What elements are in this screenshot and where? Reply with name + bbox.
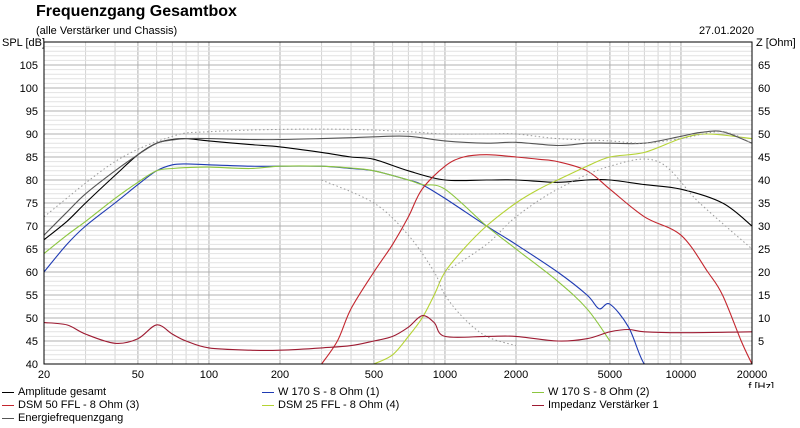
dotted-guide-2 — [321, 179, 517, 347]
y-right-tick-label: 45 — [758, 152, 770, 164]
legend-item-7: Energiefrequenzgang — [2, 412, 123, 425]
dotted-guides — [44, 128, 752, 347]
x-tick-label: 5000 — [598, 369, 622, 381]
legend-item-3: W 170 S - 8 Ohm (2) — [532, 386, 649, 399]
y-left-axis-label: SPL [dB] — [2, 37, 45, 49]
y-right-tick-label: 15 — [758, 290, 770, 302]
legend-label: W 170 S - 8 Ohm (2) — [548, 386, 650, 398]
y-left-tick-label: 70 — [26, 221, 38, 233]
y-right-tick-label: 50 — [758, 129, 770, 141]
y-left-tick-label: 60 — [26, 267, 38, 279]
legend-swatch — [2, 391, 14, 393]
x-tick-label: 500 — [365, 369, 383, 381]
y-left-tick-label: 65 — [26, 244, 38, 256]
legend-label: Amplitude gesamt — [18, 386, 107, 398]
axis-ticks: 40 45 50 55 60 65 70 75 80 85 90 95 100 105 5 10 15 20 25 3… — [2, 37, 796, 388]
legend-label: DSM 50 FFL - 8 Ohm (3) — [18, 399, 140, 411]
series-line-7 — [44, 130, 752, 236]
legend-swatch — [262, 391, 274, 393]
x-tick-label: 100 — [200, 369, 218, 381]
x-tick-label: 1000 — [433, 369, 457, 381]
y-left-tick-label: 50 — [26, 313, 38, 325]
y-right-tick-label: 35 — [758, 198, 770, 210]
legend-item-6: Impedanz Verstärker 1 — [532, 399, 659, 412]
legend-label: Impedanz Verstärker 1 — [548, 399, 659, 411]
legend-swatch — [262, 404, 274, 406]
legend-swatch — [532, 404, 544, 406]
dotted-guide-3 — [444, 158, 752, 273]
y-right-tick-label: 25 — [758, 244, 770, 256]
y-left-tick-label: 55 — [26, 290, 38, 302]
x-tick-label: 2000 — [504, 369, 528, 381]
legend-label: Energiefrequenzgang — [18, 412, 124, 424]
y-left-tick-label: 85 — [26, 152, 38, 164]
x-tick-label: 20000 — [737, 369, 768, 381]
y-right-tick-label: 65 — [758, 60, 770, 72]
dotted-guide-1 — [44, 128, 752, 218]
plot-frame — [43, 41, 753, 365]
chart-grid — [43, 41, 753, 365]
y-left-tick-label: 80 — [26, 175, 38, 187]
series-line-5 — [373, 133, 752, 364]
y-right-tick-label: 55 — [758, 106, 770, 118]
chart-legend: Amplitude gesamt W 170 S - 8 Ohm (1) W 170… — [0, 386, 800, 428]
legend-item-4: DSM 50 FFL - 8 Ohm (3) — [2, 399, 139, 412]
y-left-tick-label: 45 — [26, 336, 38, 348]
y-left-tick-label: 75 — [26, 198, 38, 210]
y-right-tick-label: 40 — [758, 175, 770, 187]
series-line-4 — [321, 154, 752, 364]
y-right-tick-label: 5 — [758, 336, 764, 348]
y-right-tick-label: 60 — [758, 83, 770, 95]
legend-swatch — [532, 391, 544, 393]
legend-label: DSM 25 FFL - 8 Ohm (4) — [278, 399, 400, 411]
frequency-response-chart: 40 45 50 55 60 65 70 75 80 85 90 95 100 105 5 10 15 20 25 3… — [2, 37, 796, 388]
y-left-tick-label: 40 — [26, 359, 38, 371]
x-axis-label: f [Hz] — [748, 381, 774, 388]
chart-subtitle: (alle Verstärker und Chassis) — [36, 25, 178, 37]
legend-swatch — [2, 417, 14, 419]
legend-item-2: W 170 S - 8 Ohm (1) — [262, 386, 379, 399]
y-right-tick-label: 20 — [758, 267, 770, 279]
legend-label: W 170 S - 8 Ohm (1) — [278, 386, 380, 398]
series-line-6 — [44, 315, 752, 352]
y-right-tick-label: 10 — [758, 313, 770, 325]
y-left-tick-label: 100 — [20, 83, 38, 95]
x-tick-label: 20 — [38, 369, 50, 381]
series-lines — [44, 130, 752, 364]
x-tick-label: 10000 — [666, 369, 697, 381]
x-tick-label: 200 — [271, 369, 289, 381]
y-right-tick-label: 30 — [758, 221, 770, 233]
y-left-tick-label: 105 — [20, 60, 38, 72]
y-left-tick-label: 90 — [26, 129, 38, 141]
legend-item-1: Amplitude gesamt — [2, 386, 106, 399]
y-right-axis-label: Z [Ohm] — [756, 37, 796, 49]
legend-swatch — [2, 404, 14, 406]
chart-date: 27.01.2020 — [698, 25, 754, 37]
legend-item-5: DSM 25 FFL - 8 Ohm (4) — [262, 399, 399, 412]
chart-title: Frequenzgang Gesamtbox — [36, 3, 237, 20]
y-left-tick-label: 95 — [26, 106, 38, 118]
series-line-3 — [44, 165, 611, 342]
x-tick-label: 50 — [132, 369, 144, 381]
